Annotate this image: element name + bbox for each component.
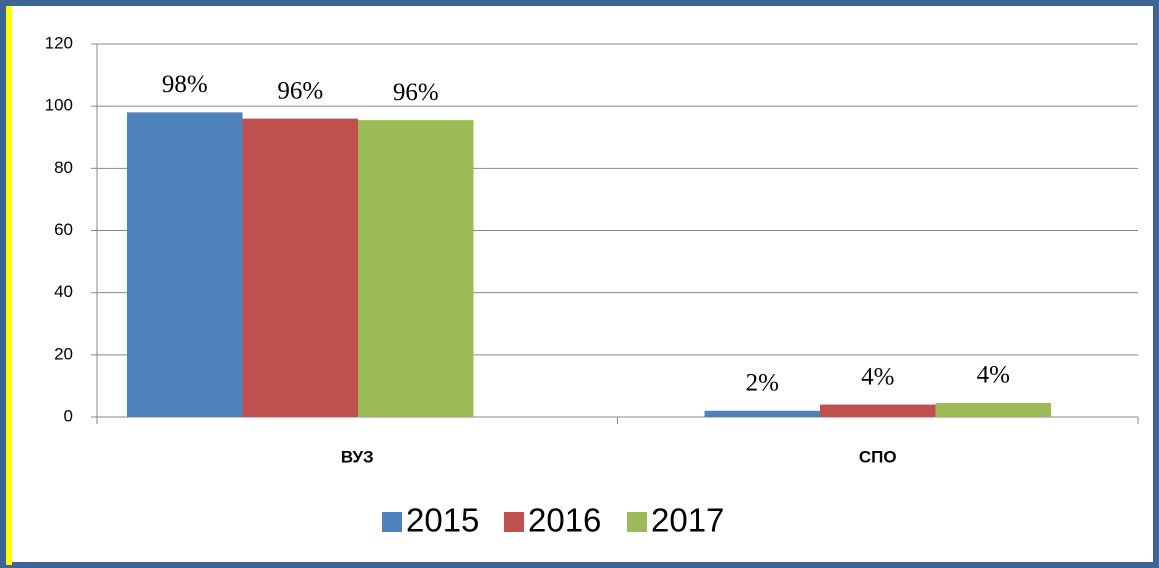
bar	[935, 403, 1051, 417]
bar	[704, 410, 820, 417]
legend-label: 2016	[528, 502, 601, 539]
value-label: 96%	[277, 77, 323, 104]
bar	[127, 112, 243, 417]
y-tick-label: 60	[54, 220, 73, 239]
value-label: 98%	[162, 71, 208, 98]
value-label: 2%	[746, 370, 779, 397]
value-label: 4%	[977, 362, 1010, 389]
legend-swatch	[504, 512, 524, 532]
x-tick-label: СПО	[859, 447, 897, 466]
value-label: 96%	[393, 79, 439, 106]
y-tick-label: 120	[45, 33, 73, 52]
x-tick-label: ВУЗ	[341, 447, 374, 466]
frame-stripe	[6, 6, 12, 565]
bar	[820, 404, 936, 417]
legend-label: 2017	[651, 502, 724, 539]
legend-swatch	[627, 512, 647, 532]
y-tick-label: 20	[54, 344, 73, 363]
bar	[242, 118, 358, 417]
legend-label: 2015	[406, 502, 479, 539]
bar	[358, 120, 474, 417]
y-tick-label: 40	[54, 282, 73, 301]
y-tick-label: 0	[64, 406, 73, 425]
legend-swatch	[382, 512, 402, 532]
y-tick-label: 100	[45, 96, 73, 115]
value-label: 4%	[861, 363, 894, 390]
y-tick-label: 80	[54, 158, 73, 177]
